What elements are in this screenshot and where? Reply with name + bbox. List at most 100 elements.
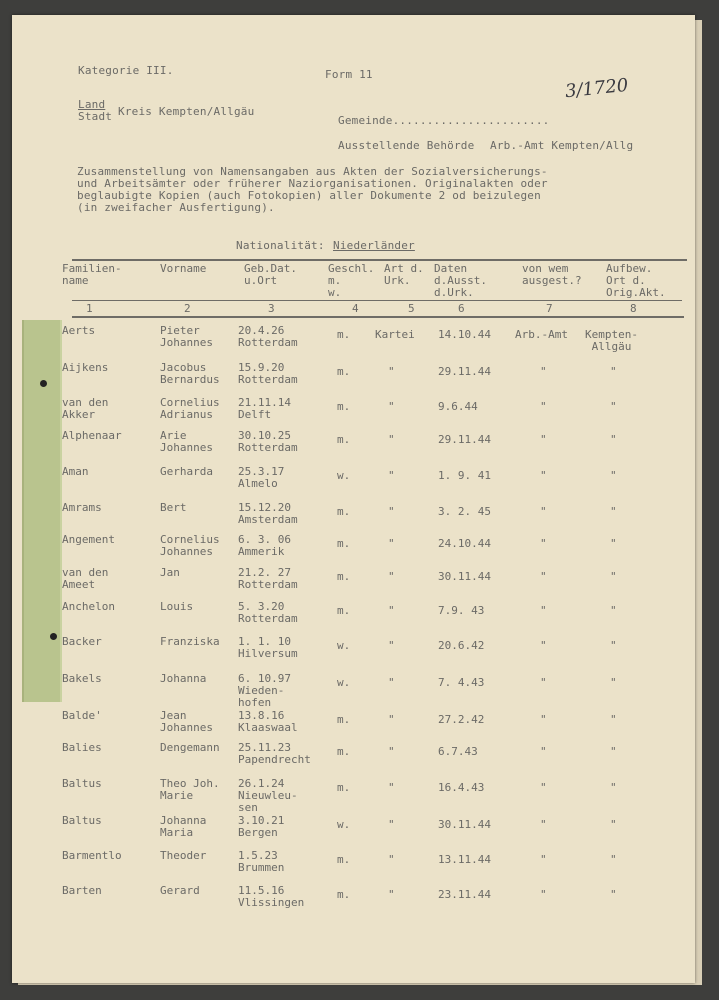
gemeinde-field: Gemeinde....................... — [338, 114, 550, 127]
birth-date-place-cell: 1.5.23 Brummen — [238, 849, 285, 874]
birth-date-place-cell: 20.4.26 Rotterdam — [238, 324, 298, 349]
issue-date-cell: 13.11.44 — [438, 853, 491, 866]
issue-date-cell: 7.9. 43 — [438, 604, 485, 617]
document-type-cell: Kartei — [375, 328, 415, 341]
surname-cell: Angement — [62, 533, 115, 546]
column-header: Art d. Urk. — [384, 262, 424, 287]
issued-by-cell: " — [540, 505, 547, 518]
column-header: Aufbew. Ort d. Orig.Akt. — [606, 262, 666, 299]
surname-cell: van den Ameet — [62, 566, 109, 591]
storage-location-cell: " — [610, 713, 617, 726]
issued-by-cell: " — [540, 639, 547, 652]
sex-cell: m. — [337, 537, 351, 550]
document-type-cell: " — [388, 781, 395, 794]
document-type-cell: " — [388, 469, 395, 482]
document-type-cell: " — [388, 433, 395, 446]
document-type-cell: " — [388, 604, 395, 617]
table-top-rule — [72, 259, 687, 261]
birth-date-place-cell: 6. 10.97 Wieden- hofen — [238, 672, 291, 709]
storage-location-cell: " — [610, 853, 617, 866]
issue-date-cell: 29.11.44 — [438, 365, 491, 378]
first-name-cell: Jacobus Bernardus — [160, 361, 220, 386]
land-label: Land — [78, 98, 106, 111]
issued-by-cell: " — [540, 400, 547, 413]
column-number: 6 — [458, 302, 465, 315]
first-name-cell: Cornelius Adrianus — [160, 396, 220, 421]
sex-cell: w. — [337, 639, 351, 652]
storage-location-cell: " — [610, 639, 617, 652]
column-number: 5 — [408, 302, 415, 315]
storage-location-cell: " — [610, 505, 617, 518]
behoerde-label: Ausstellende Behörde — [338, 139, 475, 152]
issued-by-cell: " — [540, 365, 547, 378]
storage-location-cell: " — [610, 570, 617, 583]
column-number: 4 — [352, 302, 359, 315]
column-number: 7 — [546, 302, 553, 315]
birth-date-place-cell: 30.10.25 Rotterdam — [238, 429, 298, 454]
column-number: 3 — [268, 302, 275, 315]
issue-date-cell: 20.6.42 — [438, 639, 485, 652]
birth-date-place-cell: 13.8.16 Klaaswaal — [238, 709, 298, 734]
storage-location-cell: " — [610, 433, 617, 446]
birth-date-place-cell: 15.12.20 Amsterdam — [238, 501, 298, 526]
document-type-cell: " — [388, 365, 395, 378]
first-name-cell: Franziska — [160, 635, 220, 648]
green-binder-tab — [22, 320, 62, 702]
document-type-cell: " — [388, 639, 395, 652]
birth-date-place-cell: 5. 3.20 Rotterdam — [238, 600, 298, 625]
first-name-cell: Dengemann — [160, 741, 220, 754]
surname-cell: Barmentlo — [62, 849, 122, 862]
issue-date-cell: 9.6.44 — [438, 400, 478, 413]
storage-location-cell: " — [610, 745, 617, 758]
surname-cell: Barten — [62, 884, 102, 897]
issue-date-cell: 7. 4.43 — [438, 676, 485, 689]
document-type-cell: " — [388, 745, 395, 758]
first-name-cell: Theoder — [160, 849, 207, 862]
issued-by-cell: " — [540, 570, 547, 583]
issued-by-cell: " — [540, 676, 547, 689]
birth-date-place-cell: 21.2. 27 Rotterdam — [238, 566, 298, 591]
sex-cell: m. — [337, 745, 351, 758]
document-type-cell: " — [388, 676, 395, 689]
behoerde-value: Arb.-Amt Kempten/Allg — [490, 139, 634, 152]
first-name-cell: Louis — [160, 600, 194, 613]
sex-cell: m. — [337, 888, 351, 901]
issue-date-cell: 23.11.44 — [438, 888, 491, 901]
storage-location-cell: " — [610, 781, 617, 794]
document-type-cell: " — [388, 505, 395, 518]
birth-date-place-cell: 15.9.20 Rotterdam — [238, 361, 298, 386]
form-number: Form 11 — [325, 68, 373, 81]
storage-location-cell: " — [610, 469, 617, 482]
issued-by-cell: " — [540, 713, 547, 726]
issued-by-cell: " — [540, 433, 547, 446]
punch-hole — [50, 633, 57, 640]
issue-date-cell: 30.11.44 — [438, 818, 491, 831]
first-name-cell: Johanna — [160, 672, 207, 685]
sex-cell: m. — [337, 853, 351, 866]
sex-cell: w. — [337, 818, 351, 831]
first-name-cell: Johanna Maria — [160, 814, 207, 839]
sex-cell: m. — [337, 713, 351, 726]
document-type-cell: " — [388, 400, 395, 413]
column-number: 1 — [86, 302, 93, 315]
issue-date-cell: 1. 9. 41 — [438, 469, 491, 482]
document-type-cell: " — [388, 853, 395, 866]
birth-date-place-cell: 25.3.17 Almelo — [238, 465, 285, 490]
storage-location-cell: " — [610, 818, 617, 831]
birth-date-place-cell: 26.1.24 Nieuwleu- sen — [238, 777, 298, 814]
issued-by-cell: " — [540, 781, 547, 794]
storage-location-cell: " — [610, 676, 617, 689]
birth-date-place-cell: 3.10.21 Bergen — [238, 814, 285, 839]
document-type-cell: " — [388, 818, 395, 831]
issue-date-cell: 24.10.44 — [438, 537, 491, 550]
nationality-value: Niederländer — [333, 239, 415, 252]
storage-location-cell: " — [610, 537, 617, 550]
first-name-cell: Bert — [160, 501, 187, 514]
first-name-cell: Theo Joh. Marie — [160, 777, 220, 802]
sex-cell: w. — [337, 676, 351, 689]
issue-date-cell: 16.4.43 — [438, 781, 485, 794]
surname-cell: Baltus — [62, 777, 102, 790]
column-header: Geb.Dat. u.Ort — [244, 262, 297, 287]
issued-by-cell: " — [540, 604, 547, 617]
document-type-cell: " — [388, 537, 395, 550]
